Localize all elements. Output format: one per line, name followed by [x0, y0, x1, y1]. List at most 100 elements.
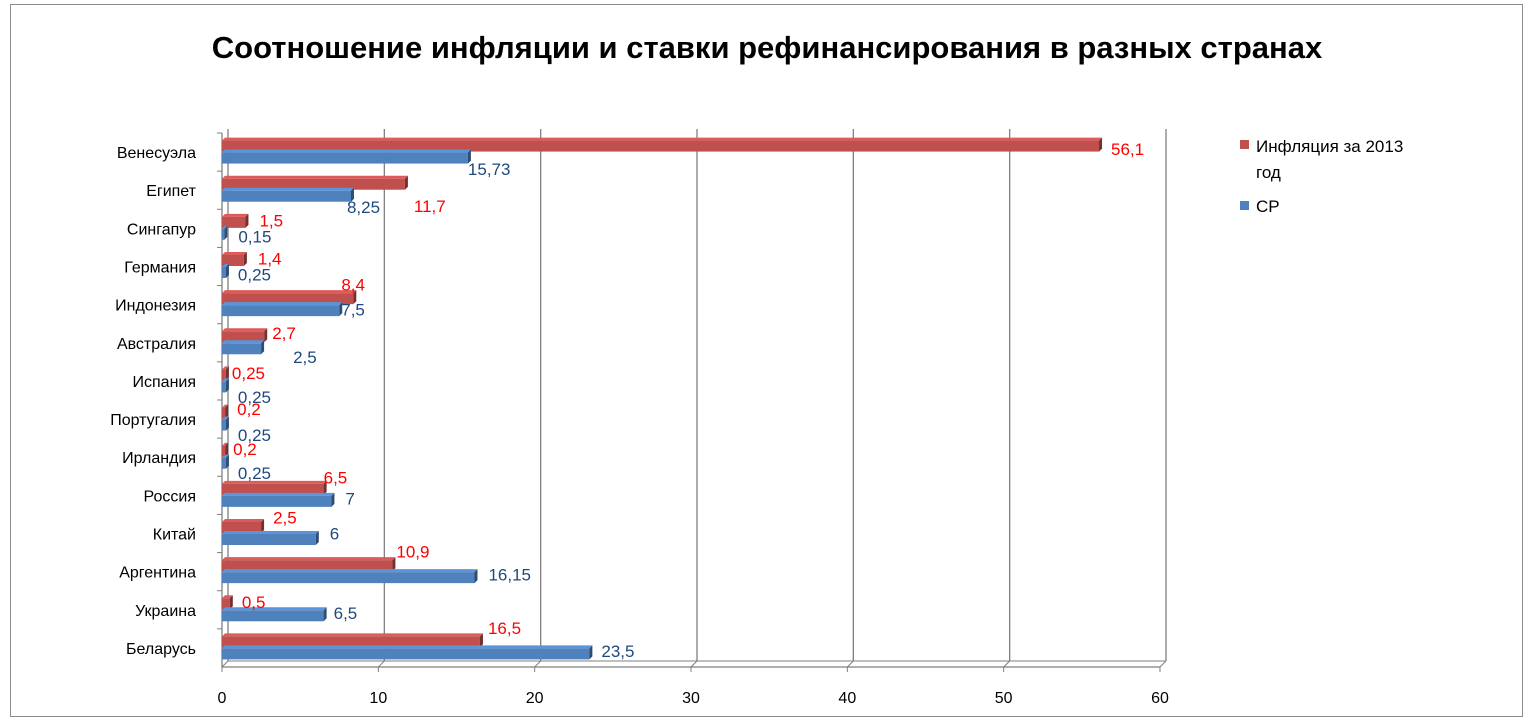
data-label: 7 [345, 489, 354, 508]
bar-end [392, 557, 396, 572]
bar-top [222, 378, 229, 382]
bar [222, 381, 226, 393]
labels-layer: 0 10 20 30 40 50 60 Венесуэла Египет Сингапур Герм… [110, 140, 1169, 707]
chart-title: Соотношение инфляции и ставки рефинансир… [211, 30, 1323, 65]
data-label: 16,5 [488, 619, 521, 638]
bar-top [222, 595, 233, 599]
category-label: Россия [144, 488, 196, 505]
bar [222, 190, 351, 202]
category-label: Австралия [117, 336, 196, 353]
bar-top [222, 175, 408, 179]
bar [222, 534, 316, 545]
data-label: 23,5 [601, 642, 634, 661]
category-label: Венесуэла [117, 145, 196, 162]
bar-end [331, 492, 335, 507]
legend-swatch [1240, 201, 1249, 210]
bars-layer [222, 137, 1103, 660]
legend-label: Инфляция за 2013 [1256, 137, 1403, 156]
bar-end [353, 290, 357, 305]
bar-end [243, 252, 247, 266]
legend: Инфляция за 2013 год СР [1240, 137, 1403, 216]
x-tick-label: 30 [682, 690, 700, 707]
bar [222, 228, 225, 240]
gridline-floor [690, 660, 698, 668]
x-tick-label: 0 [218, 690, 227, 707]
category-label: Египет [146, 183, 196, 200]
bar-top [222, 404, 229, 408]
bar-end [315, 531, 319, 545]
bar-end [225, 416, 229, 431]
bar-end [225, 378, 229, 393]
bar-end [264, 328, 268, 343]
bar [222, 648, 590, 660]
gridline-floor [1159, 660, 1167, 668]
bar [222, 419, 226, 431]
x-tick-label: 10 [369, 690, 387, 707]
x-tick-label: 60 [1151, 690, 1169, 707]
bar [222, 495, 332, 507]
bar-end [474, 569, 478, 584]
bar-top [222, 187, 354, 191]
category-label: Германия [124, 260, 196, 277]
bar-end [225, 404, 229, 419]
bar-end [225, 366, 229, 381]
data-label: 0,2 [237, 400, 261, 419]
bar-end [225, 264, 229, 278]
gridline-floor [534, 660, 542, 668]
bar-end [225, 454, 229, 469]
bar [222, 483, 324, 495]
bar-end [245, 213, 249, 228]
category-label: Сингапур [127, 221, 196, 238]
bar [222, 560, 393, 572]
bar-top [222, 137, 1103, 141]
bar-top [222, 302, 343, 306]
x-tick-label: 50 [995, 690, 1013, 707]
bar-top [222, 492, 335, 496]
bar-end [224, 225, 228, 240]
category-label: Китай [153, 527, 196, 544]
category-label: Индонезия [115, 298, 196, 315]
data-label: 0,25 [238, 388, 271, 407]
bar-top [222, 454, 229, 458]
category-label: Украина [135, 603, 196, 620]
data-label: 1,4 [258, 250, 282, 269]
bar-end [225, 442, 229, 457]
bar-top [222, 442, 229, 446]
bar-end [589, 645, 593, 660]
data-label: 0,25 [238, 464, 271, 483]
category-label: Португалия [110, 412, 196, 429]
bar [222, 293, 354, 305]
gridline-floor [846, 660, 854, 668]
bar-top [222, 225, 228, 229]
axis-corner [221, 660, 229, 668]
data-label: 10,9 [396, 543, 429, 562]
data-label: 6,5 [334, 604, 358, 623]
bar-end [1099, 137, 1103, 152]
bar-top [222, 569, 478, 573]
bar-top [222, 633, 483, 637]
bar [222, 369, 226, 381]
category-label: Испания [133, 374, 197, 391]
bar-end [261, 340, 265, 355]
bar [222, 522, 262, 533]
bar-top [222, 416, 229, 420]
bar-top [222, 607, 327, 611]
data-label: 0,2 [233, 440, 257, 459]
bar [222, 407, 226, 419]
data-label: 0,25 [238, 426, 271, 445]
bar-top [222, 252, 247, 255]
gridline-floor [1003, 660, 1011, 668]
bar [222, 343, 262, 355]
bar-end [323, 480, 327, 495]
bar-end [467, 149, 471, 164]
data-label: 11,7 [414, 197, 446, 216]
data-label: 0,25 [238, 266, 271, 285]
legend-label: год [1256, 163, 1281, 182]
bar-end [479, 633, 483, 648]
bar-top [222, 149, 471, 153]
bar [222, 305, 340, 317]
data-label: 16,15 [488, 566, 531, 585]
bar-end [350, 187, 354, 202]
data-label: 2,7 [272, 324, 296, 343]
data-label: 8,25 [347, 198, 380, 217]
